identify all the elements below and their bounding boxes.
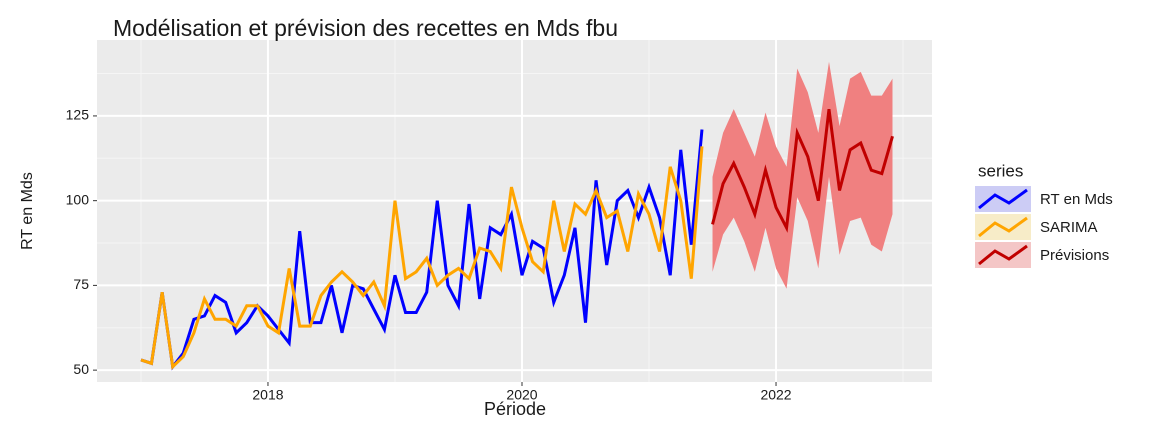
x-tick-label: 2022 <box>760 387 791 403</box>
chart-title: Modélisation et prévision des recettes e… <box>113 15 618 41</box>
legend-label: Prévisions <box>1040 247 1109 264</box>
legend-label: SARIMA <box>1040 219 1098 236</box>
legend-swatch <box>978 188 1028 210</box>
y-tick-label: 75 <box>73 276 89 292</box>
y-tick-label: 100 <box>66 191 90 207</box>
forecast-band <box>712 61 893 289</box>
x-tick-label: 2018 <box>252 387 283 403</box>
legend-title: series <box>978 161 1023 180</box>
series-line <box>711 108 894 233</box>
series-line <box>140 129 704 371</box>
legend-swatch <box>978 216 1028 238</box>
legend-swatch <box>978 244 1028 266</box>
y-tick-label: 125 <box>66 107 90 123</box>
legend-label: RT en Mds <box>1040 191 1113 208</box>
y-tick-label: 50 <box>73 361 89 377</box>
x-tick-label: 2020 <box>506 387 537 403</box>
x-axis-title: Période <box>484 399 546 419</box>
y-axis-title: RT en Mds <box>19 172 36 250</box>
series-line <box>140 146 704 370</box>
